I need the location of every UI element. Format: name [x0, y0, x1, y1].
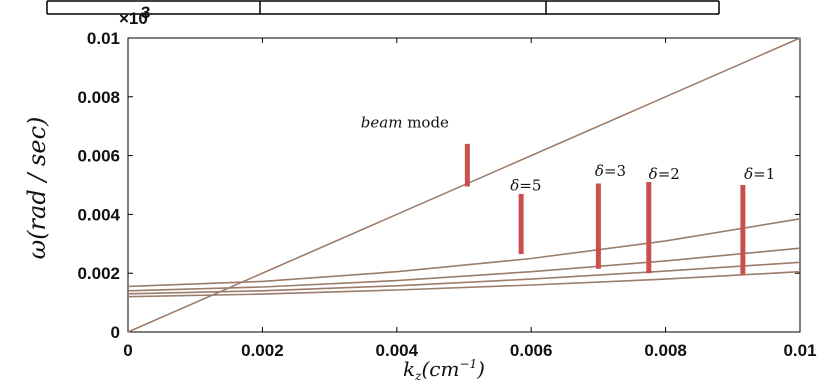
- plot-frame: [127, 37, 801, 333]
- x-tick-label: 0.01: [783, 341, 816, 360]
- y-tick-label: 0.002: [77, 264, 120, 283]
- series-line-dots-3: [127, 247, 801, 292]
- x-tick-label: 0.006: [510, 341, 553, 360]
- y-tick-label: 0.008: [77, 88, 120, 107]
- x-tick-label: 0.004: [376, 341, 419, 360]
- x-tick-label: 0.008: [644, 341, 687, 360]
- x-tick-label: 0: [123, 341, 132, 360]
- annotation-label-5: δ=1: [744, 165, 775, 183]
- series-line-dots-2: [127, 218, 801, 287]
- y-tick-label: 0.006: [77, 147, 120, 166]
- top-table-fragment: [46, 0, 720, 15]
- annotation-label-2: δ=5: [510, 176, 541, 194]
- annotation-label-1: beam mode: [361, 114, 449, 132]
- x-tick-label: 0.002: [241, 341, 284, 360]
- annotation-label-4: δ=2: [649, 165, 680, 183]
- y-multiplier-label: ×10: [119, 9, 148, 28]
- annotation-label-3: δ=3: [595, 162, 626, 180]
- series-line-dots-5: [127, 271, 801, 297]
- y-tick-label: 0.004: [77, 205, 120, 224]
- y-axis-label: ω(rad / sec): [23, 117, 51, 260]
- series-line-dots-4: [127, 262, 801, 295]
- y-multiplier-exponent: 3: [141, 3, 150, 22]
- y-tick-label: 0: [111, 323, 120, 342]
- plot-area: 0 0.002 0.004 0.006 0.008 0.01 0 0.002 0.004 0.00…: [77, 29, 816, 360]
- y-tick-label: 0.01: [87, 29, 120, 48]
- x-axis-label: kz(cm−1): [403, 357, 485, 381]
